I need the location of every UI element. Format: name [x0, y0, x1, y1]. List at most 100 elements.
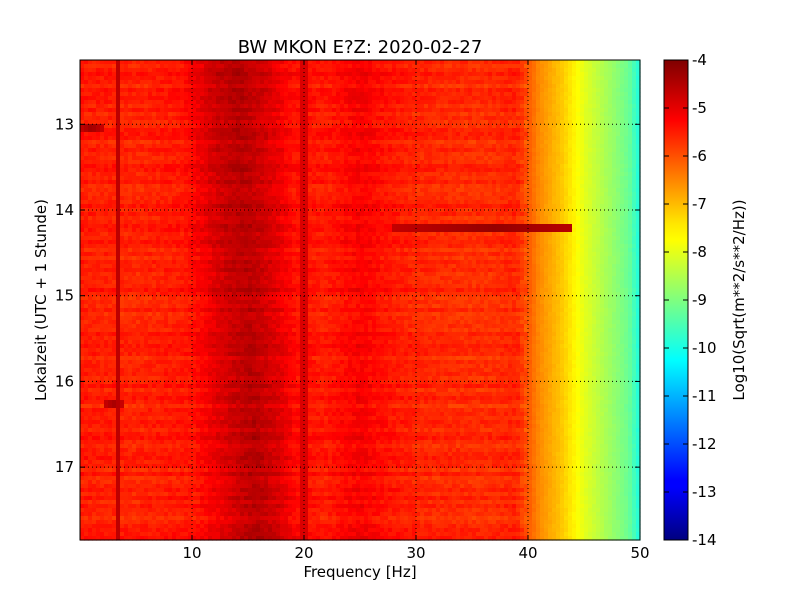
heatmap-cell: [532, 92, 537, 97]
heatmap-cell: [352, 176, 357, 181]
heatmap-cell: [560, 88, 565, 93]
heatmap-cell: [348, 160, 353, 165]
heatmap-cell: [116, 84, 121, 89]
heatmap-cell: [88, 120, 93, 125]
heatmap-cell: [208, 116, 213, 121]
heatmap-cell: [124, 124, 129, 129]
heatmap-cell: [488, 96, 493, 101]
heatmap-cell: [524, 76, 529, 81]
heatmap-cell: [224, 140, 229, 145]
heatmap-cell: [336, 88, 341, 93]
heatmap-cell: [352, 156, 357, 161]
heatmap-cell: [104, 184, 109, 189]
heatmap-cell: [476, 184, 481, 189]
heatmap-cell: [228, 196, 233, 201]
heatmap-cell: [232, 116, 237, 121]
heatmap-cell: [460, 168, 465, 173]
heatmap-cell: [588, 120, 593, 125]
heatmap-cell: [440, 152, 445, 157]
heatmap-cell: [384, 108, 389, 113]
heatmap-cell: [420, 64, 425, 69]
heatmap-cell: [384, 84, 389, 89]
heatmap-cell: [236, 200, 241, 205]
heatmap-cell: [440, 80, 445, 85]
heatmap-cell: [172, 88, 177, 93]
heatmap-cell: [128, 72, 133, 77]
heatmap-cell: [284, 100, 289, 105]
heatmap-cell: [124, 128, 129, 133]
heatmap-cell: [80, 72, 85, 77]
heatmap-cell: [84, 144, 89, 149]
heatmap-cell: [160, 152, 165, 157]
heatmap-cell: [260, 60, 265, 65]
heatmap-cell: [396, 124, 401, 129]
heatmap-cell: [400, 124, 405, 129]
heatmap-cell: [80, 148, 85, 153]
heatmap-cell: [308, 108, 313, 113]
heatmap-cell: [440, 120, 445, 125]
heatmap-cell: [500, 124, 505, 129]
heatmap-cell: [448, 76, 453, 81]
heatmap-cell: [132, 96, 137, 101]
heatmap-cell: [108, 188, 113, 193]
heatmap-cell: [116, 116, 121, 121]
heatmap-cell: [376, 168, 381, 173]
heatmap-cell: [308, 104, 313, 109]
heatmap-cell: [348, 144, 353, 149]
heatmap-cell: [276, 156, 281, 161]
heatmap-cell: [120, 124, 125, 129]
heatmap-cell: [340, 124, 345, 129]
heatmap-cell: [464, 116, 469, 121]
heatmap-cell: [220, 92, 225, 97]
heatmap-cell: [392, 68, 397, 73]
heatmap-cell: [324, 144, 329, 149]
heatmap-cell: [636, 152, 641, 157]
heatmap-cell: [132, 112, 137, 117]
heatmap-cell: [556, 188, 561, 193]
heatmap-cell: [224, 64, 229, 69]
heatmap-cell: [448, 148, 453, 153]
heatmap-cell: [156, 100, 161, 105]
heatmap-cell: [316, 76, 321, 81]
heatmap-cell: [620, 152, 625, 157]
heatmap-cell: [188, 92, 193, 97]
heatmap-cell: [136, 128, 141, 133]
heatmap-cell: [636, 96, 641, 101]
heatmap-cell: [232, 156, 237, 161]
heatmap-cell: [444, 176, 449, 181]
heatmap-cell: [220, 152, 225, 157]
heatmap-cell: [204, 96, 209, 101]
heatmap-cell: [488, 108, 493, 113]
heatmap-cell: [368, 64, 373, 69]
heatmap-cell: [176, 108, 181, 113]
heatmap-cell: [292, 148, 297, 153]
heatmap-cell: [472, 176, 477, 181]
heatmap-cell: [120, 64, 125, 69]
heatmap-cell: [240, 124, 245, 129]
heatmap-cell: [532, 64, 537, 69]
heatmap-cell: [448, 168, 453, 173]
heatmap-cell: [284, 196, 289, 201]
heatmap-cell: [156, 68, 161, 73]
heatmap-cell: [352, 96, 357, 101]
heatmap-cell: [464, 80, 469, 85]
heatmap-cell: [272, 120, 277, 125]
heatmap-cell: [140, 172, 145, 177]
heatmap-cell: [616, 152, 621, 157]
heatmap-cell: [436, 60, 441, 65]
heatmap-cell: [572, 72, 577, 77]
heatmap-cell: [564, 68, 569, 73]
heatmap-cell: [212, 68, 217, 73]
heatmap-cell: [580, 172, 585, 177]
heatmap-cell: [536, 160, 541, 165]
heatmap-cell: [192, 140, 197, 145]
heatmap-cell: [156, 172, 161, 177]
heatmap-cell: [232, 100, 237, 105]
heatmap-cell: [212, 72, 217, 77]
heatmap-cell: [528, 140, 533, 145]
heatmap-cell: [560, 132, 565, 137]
heatmap-cell: [156, 200, 161, 205]
heatmap-cell: [356, 164, 361, 169]
heatmap-cell: [208, 192, 213, 197]
heatmap-cell: [416, 96, 421, 101]
